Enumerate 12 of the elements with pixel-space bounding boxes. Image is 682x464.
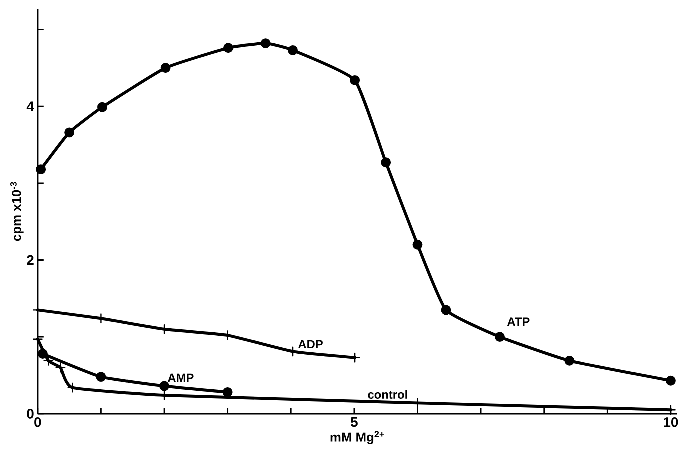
x-tick-label: 10 bbox=[664, 418, 678, 428]
series-label: ATP bbox=[507, 318, 530, 326]
y-axis-title: cpm x10$^{-3}$ bbox=[10, 182, 24, 242]
y-tick-label: 0 bbox=[27, 409, 34, 419]
x-axis-title: mM Mg$^{2+}$ bbox=[330, 431, 384, 445]
series-label: ADP bbox=[298, 340, 323, 349]
y-tick-label: 4 bbox=[26, 102, 34, 112]
series-label: control bbox=[368, 390, 408, 400]
series-label: AMP bbox=[168, 374, 194, 382]
y-tick-label: 2 bbox=[27, 255, 34, 266]
x-tick-label: 0 bbox=[34, 418, 42, 428]
x-tick-label: 5 bbox=[350, 418, 358, 428]
